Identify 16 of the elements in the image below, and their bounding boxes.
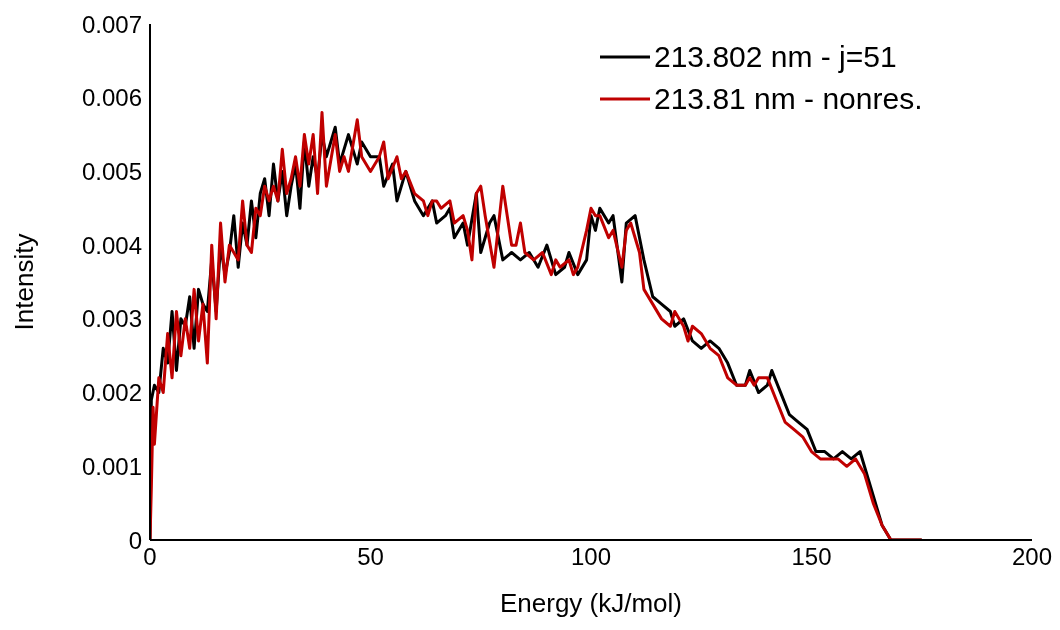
x-tick-label: 50	[357, 543, 384, 571]
y-tick-label: 0	[128, 526, 142, 554]
y-tick-label: 0.007	[81, 10, 142, 38]
x-tick-label: 100	[570, 543, 612, 571]
y-tick-label: 0.006	[81, 84, 142, 112]
x-axis-title: Energy (kJ/mol)	[499, 588, 683, 618]
y-axis-title: Intensity	[9, 233, 40, 331]
x-tick-label: 150	[791, 543, 832, 571]
y-tick-label: 0.003	[81, 305, 142, 333]
legend-label: 213.802 nm - j=51	[654, 40, 897, 74]
y-tick-label: 0.002	[81, 379, 142, 407]
y-tick-label: 0.004	[81, 231, 142, 259]
x-tick-label: 200	[1011, 543, 1053, 571]
y-tick-label: 0.005	[81, 157, 142, 185]
legend-label: 213.81 nm - nonres.	[654, 82, 923, 116]
y-tick-label: 0.001	[81, 452, 142, 480]
